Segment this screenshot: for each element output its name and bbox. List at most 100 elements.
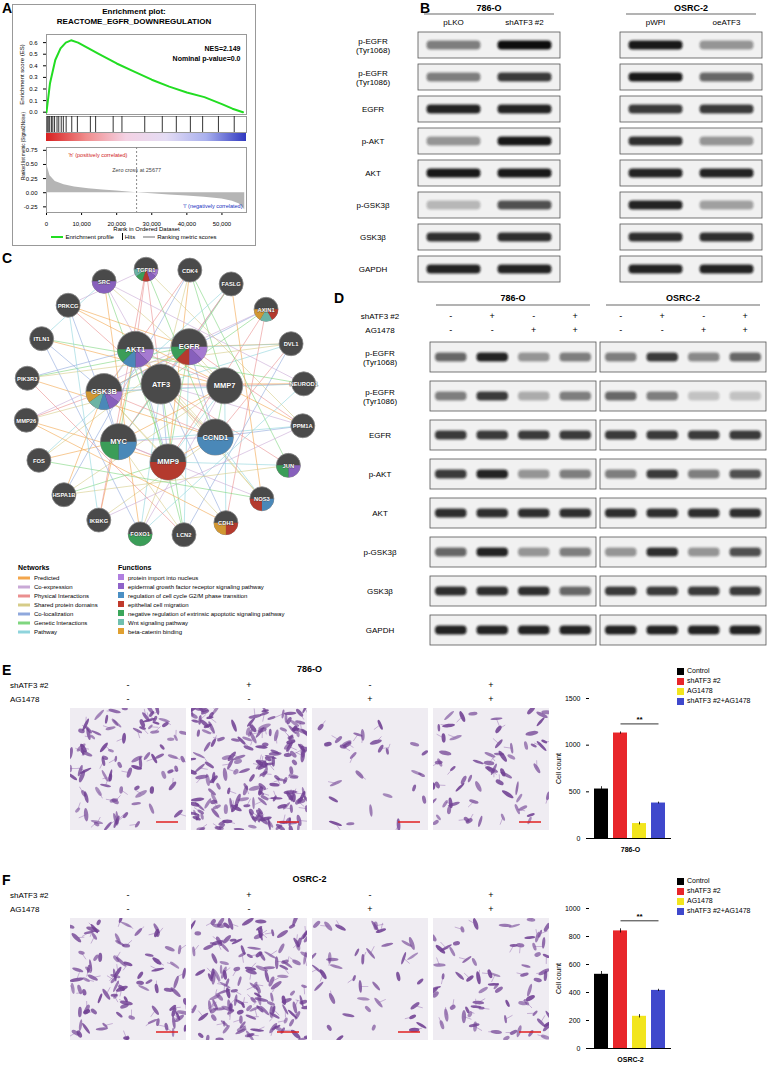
svg-text:786-O: 786-O — [476, 3, 501, 13]
svg-text:+: + — [490, 311, 495, 321]
svg-text:Predicted: Predicted — [34, 575, 59, 581]
svg-text:1000: 1000 — [565, 741, 581, 748]
svg-text:200: 200 — [569, 1017, 581, 1024]
svg-text:0: 0 — [45, 221, 49, 227]
svg-text:MMP9: MMP9 — [157, 457, 179, 466]
svg-text:+: + — [743, 311, 748, 321]
svg-text:+: + — [743, 325, 748, 335]
svg-text:0.25: 0.25 — [26, 176, 38, 182]
svg-text:AG1478: AG1478 — [365, 326, 395, 335]
svg-text:FASLG: FASLG — [222, 281, 242, 287]
svg-text:-0.25: -0.25 — [24, 204, 38, 210]
svg-text:FOS: FOS — [33, 458, 45, 464]
svg-text:0.2: 0.2 — [29, 86, 38, 92]
svg-text:600: 600 — [569, 961, 581, 968]
svg-text:0.75: 0.75 — [26, 147, 38, 153]
svg-text:Co-expression: Co-expression — [34, 584, 73, 590]
svg-text:shATF3 #2: shATF3 #2 — [505, 18, 544, 27]
svg-text:shATF3 #2: shATF3 #2 — [10, 891, 49, 900]
svg-text:Networks: Networks — [18, 564, 50, 571]
svg-text:p-EGFR(Tyr1086): p-EGFR(Tyr1086) — [363, 388, 398, 406]
svg-text:AKT: AKT — [365, 169, 381, 178]
svg-text:800: 800 — [569, 933, 581, 940]
svg-text:+: + — [488, 694, 493, 704]
svg-text:+: + — [531, 325, 536, 335]
svg-text:-: - — [369, 890, 372, 900]
svg-text:0.3: 0.3 — [29, 74, 38, 80]
svg-text:FOXO1: FOXO1 — [130, 531, 150, 537]
svg-text:pLKO: pLKO — [443, 18, 463, 27]
svg-text:0.6: 0.6 — [29, 40, 38, 46]
svg-text:+: + — [367, 904, 372, 914]
svg-text:**: ** — [636, 715, 643, 724]
svg-text:40,000: 40,000 — [178, 221, 197, 227]
svg-text:-: - — [127, 890, 130, 900]
svg-text:ATF3: ATF3 — [152, 380, 170, 389]
svg-text:-: - — [449, 311, 452, 321]
svg-text:-: - — [491, 325, 494, 335]
svg-text:'l' (negatively correlated): 'l' (negatively correlated) — [183, 203, 242, 209]
svg-text:shATF3 #2: shATF3 #2 — [361, 312, 400, 321]
svg-text:Pathway: Pathway — [34, 629, 57, 635]
svg-text:GAPDH: GAPDH — [359, 265, 388, 274]
svg-text:GSK3B: GSK3B — [91, 387, 117, 396]
svg-text:negative regulation of extrins: negative regulation of extrinsic apoptot… — [128, 611, 284, 617]
svg-text:PPM1A: PPM1A — [293, 423, 314, 429]
svg-text:EGFR: EGFR — [179, 342, 200, 351]
svg-text:ITLN1: ITLN1 — [34, 336, 51, 342]
svg-text:Cell count: Cell count — [555, 753, 562, 784]
svg-text:+: + — [488, 680, 493, 690]
svg-text:HSPA1B: HSPA1B — [52, 492, 75, 498]
svg-text:Shared protein domains: Shared protein domains — [34, 602, 98, 608]
svg-text:CDH1: CDH1 — [218, 520, 235, 526]
svg-text:-: - — [532, 311, 535, 321]
svg-text:EGFR: EGFR — [362, 105, 384, 114]
svg-text:-: - — [127, 694, 130, 704]
svg-text:0.50: 0.50 — [26, 161, 38, 167]
svg-text:+: + — [488, 904, 493, 914]
svg-text:JUN: JUN — [283, 463, 295, 469]
svg-text:CDK4: CDK4 — [182, 268, 199, 274]
svg-text:AG1478: AG1478 — [10, 695, 40, 704]
svg-text:NOS3: NOS3 — [254, 496, 271, 502]
svg-text:0: 0 — [577, 1045, 581, 1052]
svg-text:pWPI: pWPI — [646, 18, 666, 27]
svg-text:+: + — [488, 890, 493, 900]
svg-text:DVL1: DVL1 — [284, 341, 300, 347]
svg-text:+: + — [701, 325, 706, 335]
svg-text:0.5: 0.5 — [29, 51, 38, 57]
svg-text:500: 500 — [569, 788, 581, 795]
svg-text:OSRC-2: OSRC-2 — [674, 3, 708, 13]
svg-text:50,000: 50,000 — [213, 221, 232, 227]
svg-text:-: - — [449, 325, 452, 335]
svg-text:TGFB1: TGFB1 — [137, 267, 157, 273]
svg-text:IKBKG: IKBKG — [89, 518, 108, 524]
svg-text:+: + — [573, 311, 578, 321]
svg-text:shATF3 #2: shATF3 #2 — [10, 681, 49, 690]
svg-text:786-O: 786-O — [500, 293, 525, 303]
svg-text:1500: 1500 — [565, 695, 581, 702]
svg-text:NES=2.149: NES=2.149 — [205, 45, 241, 52]
svg-text:AKT: AKT — [372, 509, 388, 518]
svg-text:MMP7: MMP7 — [214, 381, 236, 390]
svg-text:p-GSK3β: p-GSK3β — [356, 201, 389, 210]
svg-text:+: + — [367, 694, 372, 704]
svg-text:Rank in Ordered Dataset: Rank in Ordered Dataset — [113, 226, 180, 232]
svg-text:beta-catenin binding: beta-catenin binding — [128, 629, 182, 635]
svg-text:1000: 1000 — [565, 905, 581, 912]
svg-text:OSRC-2: OSRC-2 — [666, 293, 700, 303]
svg-text:regulation of cell cycle G2/M: regulation of cell cycle G2/M phase tran… — [128, 593, 247, 599]
svg-text:AXIN1: AXIN1 — [258, 307, 276, 313]
svg-text:-: - — [127, 904, 130, 914]
svg-text:Zero cross at 25677: Zero cross at 25677 — [112, 167, 161, 173]
svg-text:protein import into nucleus: protein import into nucleus — [128, 575, 198, 581]
svg-text:+: + — [573, 325, 578, 335]
svg-text:MMP26: MMP26 — [16, 418, 37, 424]
svg-text:0.4: 0.4 — [29, 63, 38, 69]
svg-text:0.1: 0.1 — [29, 98, 38, 104]
svg-text:p-EGFR(Tyr1068): p-EGFR(Tyr1068) — [356, 37, 391, 55]
svg-text:PRKCG: PRKCG — [58, 303, 79, 309]
svg-text:PIK3R3: PIK3R3 — [17, 376, 38, 382]
svg-text:Functions: Functions — [118, 564, 152, 571]
svg-text:oeATF3: oeATF3 — [713, 18, 741, 27]
